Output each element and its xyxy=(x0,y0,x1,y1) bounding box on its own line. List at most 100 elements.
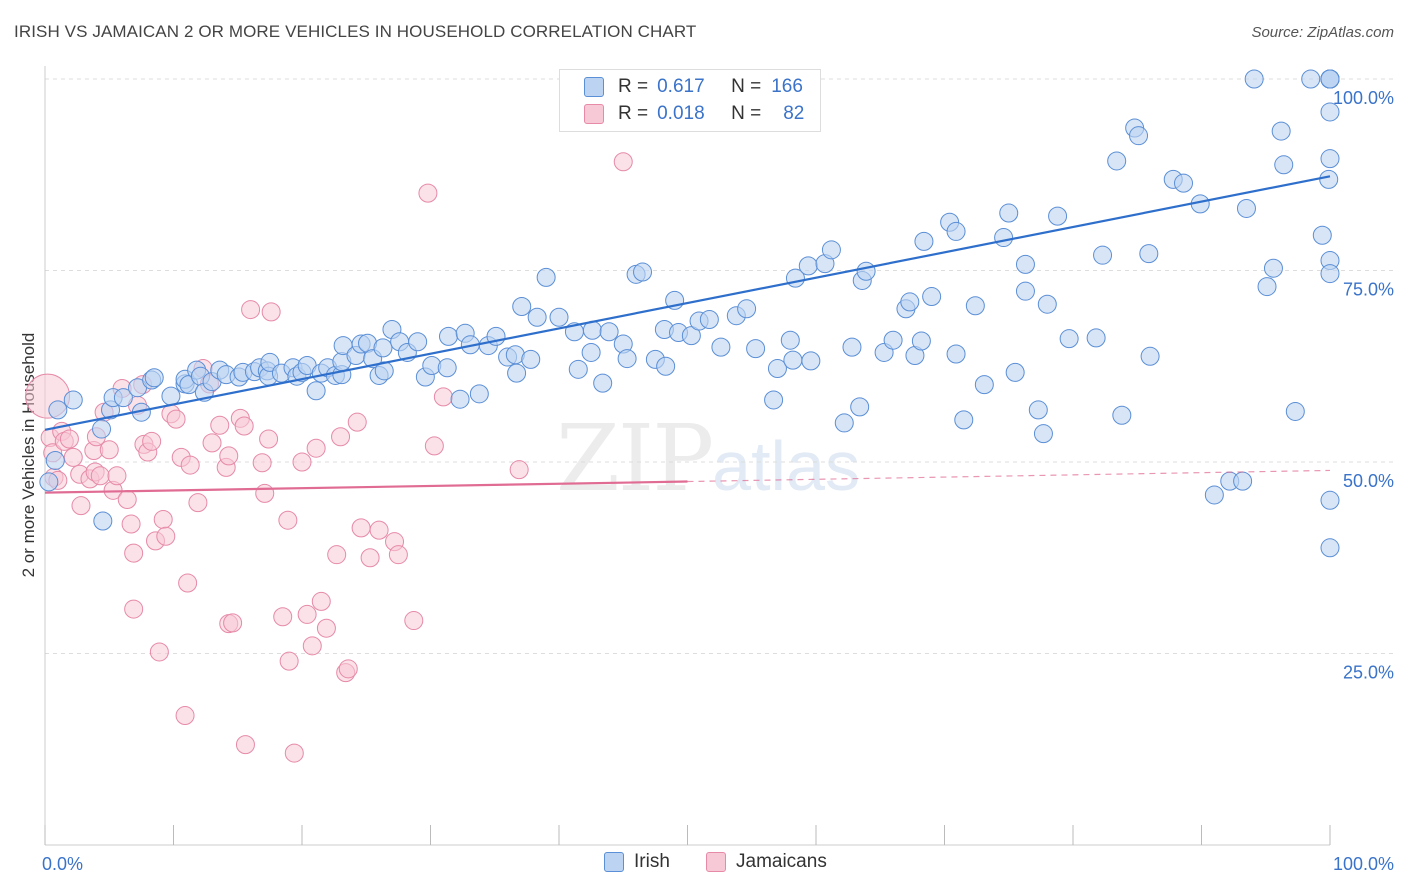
jamaicans-trend-extension xyxy=(687,469,1331,483)
irish-point xyxy=(946,221,966,241)
irish-n-value: 166 xyxy=(771,76,803,97)
irish-point xyxy=(911,331,931,351)
irish-point xyxy=(1271,121,1291,141)
irish-points xyxy=(39,69,1340,558)
irish-point xyxy=(92,419,112,439)
jamaicans-point xyxy=(252,453,272,473)
jamaicans-point xyxy=(255,483,275,503)
jamaicans-point xyxy=(178,573,198,593)
irish-point xyxy=(1320,102,1340,122)
jamaican-r-label: R = xyxy=(618,103,649,124)
irish-point xyxy=(549,307,569,327)
correlation-legend: R = 0.617 N = 166 R = 0.018 N = 82 xyxy=(559,69,821,132)
irish-point xyxy=(161,386,181,406)
jamaicans-point xyxy=(90,466,110,486)
irish-point xyxy=(1263,258,1283,278)
jamaicans-point xyxy=(153,509,173,529)
irish-point xyxy=(599,322,619,342)
jamaicans-point xyxy=(124,599,144,619)
jamaicans-point xyxy=(404,611,424,631)
jamaicans-point xyxy=(316,618,336,638)
jamaicans-legend-swatch xyxy=(706,852,726,872)
irish-point xyxy=(633,262,653,282)
irish-point xyxy=(93,511,113,531)
irish-point xyxy=(699,310,719,330)
irish-point xyxy=(1048,206,1068,226)
jamaicans-point xyxy=(273,607,293,627)
jamaican-r-value: 0.018 xyxy=(657,103,705,124)
irish-point xyxy=(1236,198,1256,218)
jamaicans-point xyxy=(142,431,162,451)
irish-point xyxy=(1015,254,1035,274)
irish-point xyxy=(1033,424,1053,444)
irish-point xyxy=(1320,69,1340,89)
irish-point xyxy=(438,326,458,346)
watermark-atlas: atlas xyxy=(712,427,861,505)
jamaicans-point xyxy=(235,735,255,755)
jamaicans-point xyxy=(180,455,200,475)
jamaicans-point xyxy=(166,409,186,429)
irish-point xyxy=(842,337,862,357)
jamaicans-point xyxy=(292,452,312,472)
jamaicans-point xyxy=(284,743,304,763)
tick-labels: 25.0% 50.0% 75.0% 100.0% 0.0% 100.0% xyxy=(42,88,1394,874)
jamaicans-point xyxy=(63,447,83,467)
jamaicans-trend-line xyxy=(44,480,688,494)
irish-point xyxy=(856,261,876,281)
irish-point xyxy=(437,358,457,378)
irish-n-label: N = xyxy=(731,76,762,97)
irish-point xyxy=(767,359,787,379)
jamaicans-point xyxy=(327,545,347,565)
jamaicans-point xyxy=(418,183,438,203)
irish-legend-swatch xyxy=(604,852,624,872)
irish-point xyxy=(914,231,934,251)
irish-trend-line xyxy=(44,175,1331,431)
irish-point xyxy=(1257,277,1277,297)
y-tick-label-25: 25.0% xyxy=(1343,663,1394,683)
irish-point xyxy=(999,203,1019,223)
irish-point xyxy=(507,363,527,383)
irish-point xyxy=(63,390,83,410)
irish-r-label: R = xyxy=(618,76,649,97)
jamaicans-point xyxy=(210,415,230,435)
irish-point xyxy=(711,337,731,357)
jamaicans-point xyxy=(297,604,317,624)
jamaicans-point xyxy=(234,416,254,436)
jamaicans-point xyxy=(71,496,91,516)
x-tick-label-100: 100.0% xyxy=(1333,854,1394,874)
irish-point xyxy=(1274,155,1294,175)
jamaicans-point xyxy=(241,300,261,320)
legend-row-irish: R = 0.617 N = 166 xyxy=(560,74,803,100)
jamaicans-point xyxy=(188,493,208,513)
jamaicans-point xyxy=(279,651,299,671)
jamaican-n-value: 82 xyxy=(783,103,805,124)
irish-point xyxy=(1086,328,1106,348)
irish-point xyxy=(1037,294,1057,314)
irish-point xyxy=(306,381,326,401)
irish-point xyxy=(883,330,903,350)
x-tick-label-0: 0.0% xyxy=(42,854,83,874)
irish-point xyxy=(764,390,784,410)
bottom-legend-jamaicans[interactable]: Jamaicans xyxy=(706,851,827,873)
jamaicans-point xyxy=(124,543,144,563)
irish-point xyxy=(527,307,547,327)
irish-point xyxy=(1107,151,1127,171)
irish-swatch xyxy=(584,77,604,97)
jamaicans-point xyxy=(306,438,326,458)
irish-point xyxy=(1301,69,1321,89)
watermark: ZIPatlas xyxy=(556,405,860,512)
y-tick-label-75: 75.0% xyxy=(1343,280,1394,300)
irish-point xyxy=(408,332,428,352)
irish-point xyxy=(39,472,59,492)
irish-point xyxy=(954,410,974,430)
bottom-legend-irish[interactable]: Irish xyxy=(604,851,670,873)
chart-title: IRISH VS JAMAICAN 2 OR MORE VEHICLES IN … xyxy=(14,22,697,41)
irish-point xyxy=(834,413,854,433)
trend-lines xyxy=(44,175,1331,494)
irish-point xyxy=(469,384,489,404)
jamaicans-point xyxy=(331,427,351,447)
irish-point xyxy=(1204,485,1224,505)
irish-point xyxy=(1129,126,1149,146)
irish-point xyxy=(1174,173,1194,193)
legend-row-jamaican: R = 0.018 N = 82 xyxy=(560,101,804,127)
